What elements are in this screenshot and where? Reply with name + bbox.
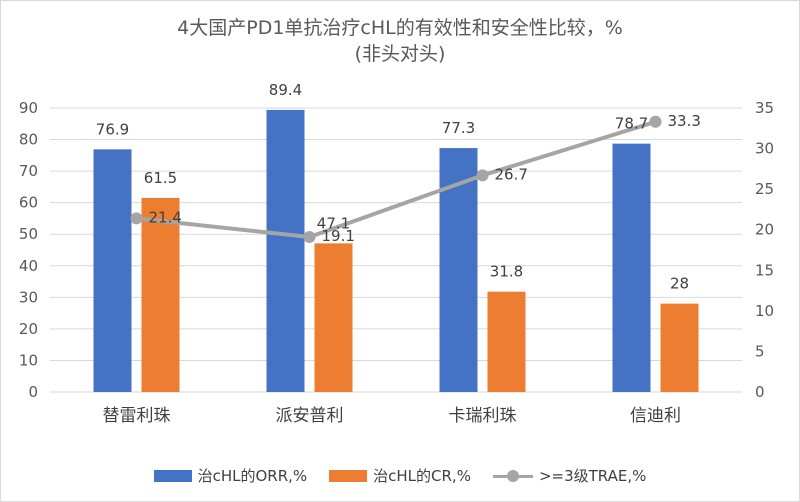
right-tick-label: 10 <box>755 302 774 320</box>
bar-cr <box>141 197 180 392</box>
legend-label-cr: 治cHL的CR,% <box>373 467 471 485</box>
data-label-trae: 19.1 <box>322 227 355 245</box>
right-tick-label: 30 <box>755 140 774 158</box>
left-tick-label: 0 <box>28 383 38 401</box>
right-tick-label: 15 <box>755 261 774 279</box>
left-tick-label: 80 <box>19 131 38 149</box>
trae-series-line <box>136 119 657 240</box>
bar-orr <box>612 143 651 392</box>
chart-subtitle: (非头对头) <box>354 43 446 65</box>
data-labels: 76.9 61.5 89.4 47.1 77.3 31.8 78.7 28 21.4 19.1 26… <box>96 81 701 293</box>
left-tick-label: 90 <box>19 99 38 117</box>
left-tick-label: 10 <box>19 351 38 369</box>
left-axis-ticks: 0 10 20 30 40 50 60 70 80 90 <box>19 99 38 401</box>
bar-cr <box>314 243 353 392</box>
data-label-orr: 89.4 <box>269 81 302 99</box>
legend-item-cr: 治cHL的CR,% <box>329 465 471 486</box>
data-label-orr: 77.3 <box>442 119 475 137</box>
chart-title: 4大国产PD1单抗治疗cHL的有效性和安全性比较，% <box>177 17 623 39</box>
trae-line <box>130 115 662 244</box>
legend: 治cHL的ORR,% 治cHL的CR,% >=3级TRAE,% <box>0 465 800 486</box>
bar-orr <box>266 109 305 392</box>
trae-point <box>303 231 316 244</box>
trae-point <box>130 212 143 225</box>
data-label-orr: 76.9 <box>96 120 129 138</box>
bars <box>93 109 699 392</box>
left-tick-label: 50 <box>19 225 38 243</box>
data-label-trae: 33.3 <box>668 112 701 130</box>
right-axis-ticks: 0 5 10 15 20 25 30 35 <box>755 99 774 401</box>
data-label-cr: 47.1 <box>317 214 350 232</box>
right-tick-label: 25 <box>755 180 774 198</box>
left-tick-label: 40 <box>19 257 38 275</box>
right-tick-label: 5 <box>755 342 765 360</box>
legend-swatch-cr <box>329 469 368 482</box>
category-label: 卡瑞利珠 <box>449 406 517 426</box>
data-label-cr: 61.5 <box>144 169 177 187</box>
legend-item-orr: 治cHL的ORR,% <box>153 465 308 486</box>
left-tick-label: 20 <box>19 320 38 338</box>
trae-point <box>649 115 662 128</box>
bar-orr <box>93 149 132 392</box>
left-tick-label: 60 <box>19 194 38 212</box>
left-tick-label: 30 <box>19 288 38 306</box>
right-tick-label: 0 <box>755 383 765 401</box>
data-label-cr: 28 <box>670 275 689 293</box>
legend-swatch-orr <box>153 469 192 482</box>
category-labels: 替雷利珠 派安普利 卡瑞利珠 信迪利 <box>103 406 682 426</box>
category-label: 信迪利 <box>630 406 681 426</box>
right-tick-label: 20 <box>755 221 774 239</box>
bar-cr <box>487 291 526 392</box>
category-label: 替雷利珠 <box>103 406 171 426</box>
left-tick-label: 70 <box>19 162 38 180</box>
legend-label-trae: >=3级TRAE,% <box>538 467 647 485</box>
legend-swatch-trae <box>492 469 533 482</box>
right-tick-label: 35 <box>755 99 774 117</box>
data-label-trae: 26.7 <box>495 165 528 183</box>
data-label-cr: 31.8 <box>490 263 523 281</box>
trae-point <box>476 169 489 182</box>
category-label: 派安普利 <box>276 406 344 426</box>
data-label-orr: 78.7 <box>615 115 648 133</box>
bar-cr <box>660 303 699 392</box>
legend-label-orr: 治cHL的ORR,% <box>197 467 308 485</box>
legend-item-trae: >=3级TRAE,% <box>492 465 647 486</box>
data-label-trae: 21.4 <box>149 208 182 226</box>
